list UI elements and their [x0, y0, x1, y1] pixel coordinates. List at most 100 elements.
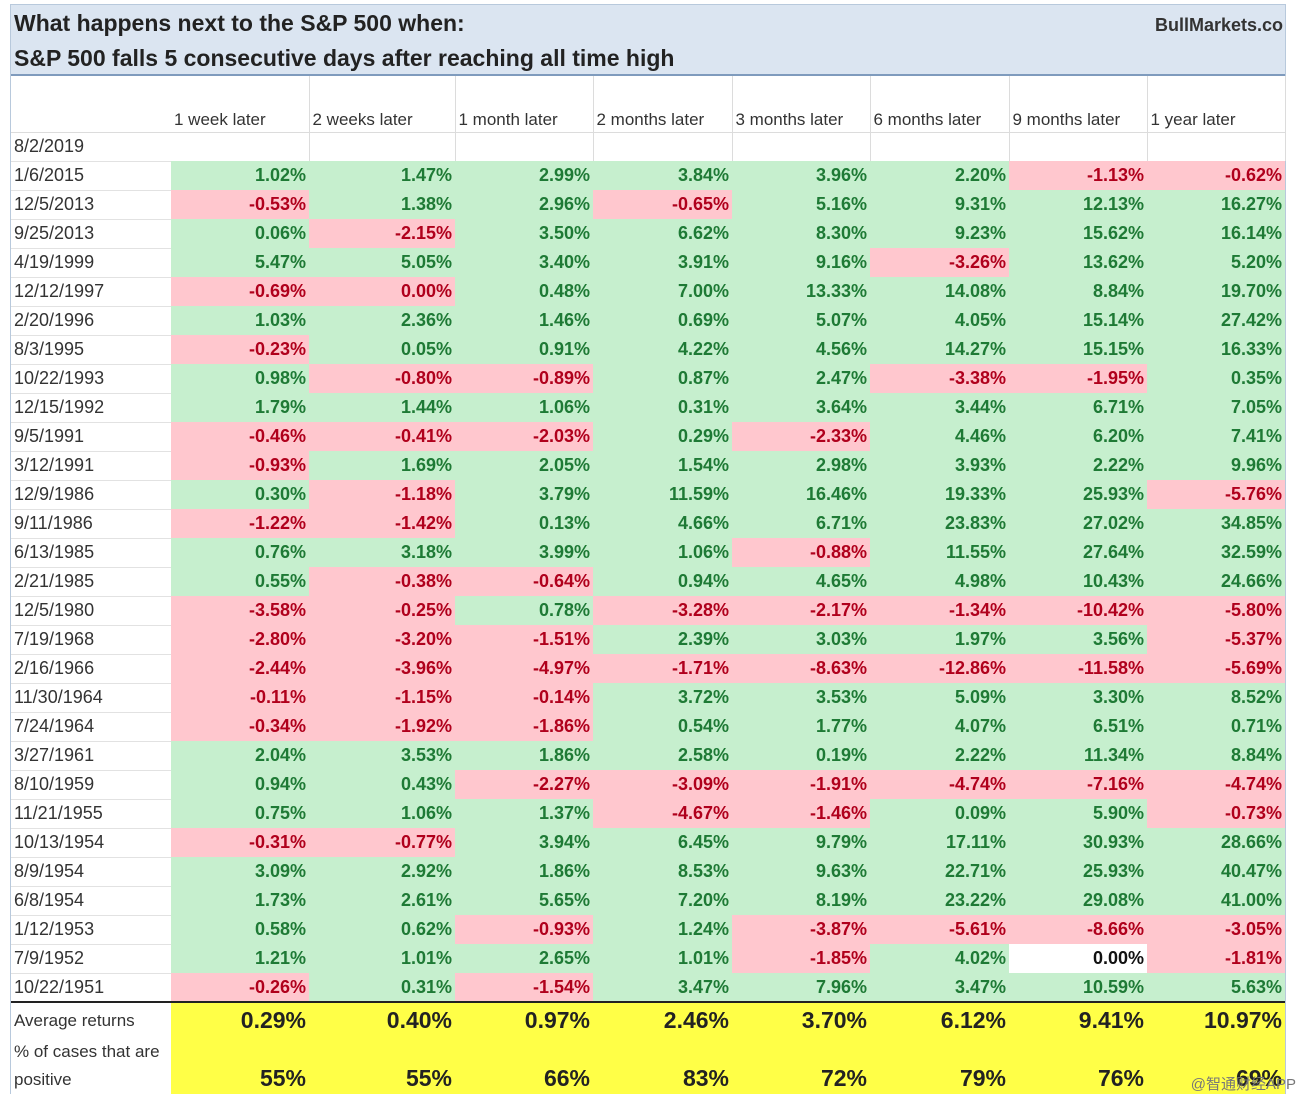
average-value: 0.40% — [309, 1001, 455, 1038]
return-cell: 14.27% — [870, 335, 1009, 364]
return-cell: 5.47% — [171, 248, 309, 277]
table-row: 8/10/1959 0.94% 0.43% -2.27% -3.09% -1.91% -4.… — [11, 770, 1285, 800]
return-cell — [732, 132, 871, 161]
return-cell: -1.22% — [171, 509, 309, 538]
return-cell: 3.18% — [309, 538, 455, 567]
return-cell: 1.73% — [171, 886, 309, 915]
return-cell: -0.80% — [309, 364, 455, 393]
row-date: 6/8/1954 — [11, 886, 171, 916]
return-cell: -2.33% — [732, 422, 870, 451]
return-cell: 0.54% — [593, 712, 732, 741]
return-cell: -1.54% — [455, 973, 593, 1002]
return-cell: 0.06% — [171, 219, 309, 248]
row-date: 8/10/1959 — [11, 770, 171, 800]
column-header: 2 months later — [593, 76, 733, 133]
return-cell: 5.16% — [732, 190, 870, 219]
return-cell: 4.22% — [593, 335, 732, 364]
return-cell: 0.09% — [870, 799, 1009, 828]
return-cell: 7.20% — [593, 886, 732, 915]
return-cell: 0.91% — [455, 335, 593, 364]
return-cell: 3.30% — [1009, 683, 1147, 712]
return-cell: -3.58% — [171, 596, 309, 625]
return-cell: 3.47% — [870, 973, 1009, 1002]
row-date: 12/9/1986 — [11, 480, 171, 510]
return-cell: -0.34% — [171, 712, 309, 741]
row-date: 2/21/1985 — [11, 567, 171, 597]
return-cell: -1.92% — [309, 712, 455, 741]
table-row: 3/27/1961 2.04% 3.53% 1.86% 2.58% 0.19% 2.22% 1… — [11, 741, 1285, 771]
return-cell: -0.25% — [309, 596, 455, 625]
return-cell: 4.02% — [870, 944, 1009, 973]
return-cell: 2.47% — [732, 364, 870, 393]
return-cell: 1.38% — [309, 190, 455, 219]
return-cell: 1.21% — [171, 944, 309, 973]
positive-pct-label: % of cases that are positive — [11, 1038, 171, 1094]
return-cell: -2.27% — [455, 770, 593, 799]
return-cell: 23.83% — [870, 509, 1009, 538]
return-cell: 3.47% — [593, 973, 732, 1002]
return-cell: -0.65% — [593, 190, 732, 219]
table-row: 10/22/1951 -0.26% 0.31% -1.54% 3.47% 7.96% 3.4… — [11, 973, 1285, 1003]
return-cell: 4.66% — [593, 509, 732, 538]
table-row: 2/21/1985 0.55% -0.38% -0.64% 0.94% 4.65% 4.98… — [11, 567, 1285, 597]
return-cell: -0.11% — [171, 683, 309, 712]
positive-pct-value: 55% — [309, 1038, 455, 1094]
return-cell: 0.29% — [593, 422, 732, 451]
row-date: 7/19/1968 — [11, 625, 171, 655]
table-row: 1/12/1953 0.58% 0.62% -0.93% 1.24% -3.87% -5.6… — [11, 915, 1285, 945]
return-cell: 1.01% — [309, 944, 455, 973]
return-cell: 0.76% — [171, 538, 309, 567]
row-date: 11/21/1955 — [11, 799, 171, 829]
table-row: 7/9/1952 1.21% 1.01% 2.65% 1.01% -1.85% 4.02% 0… — [11, 944, 1285, 974]
return-cell: 1.06% — [593, 538, 732, 567]
return-cell: -0.14% — [455, 683, 593, 712]
return-cell: -1.46% — [732, 799, 870, 828]
return-cell: 1.02% — [171, 161, 309, 190]
column-header: 1 month later — [455, 76, 594, 133]
table-row: 6/8/1954 1.73% 2.61% 5.65% 7.20% 8.19% 23.22% 2… — [11, 886, 1285, 916]
return-cell: 19.33% — [870, 480, 1009, 509]
return-cell: 1.69% — [309, 451, 455, 480]
return-cell: -4.74% — [870, 770, 1009, 799]
return-cell: 5.63% — [1147, 973, 1285, 1002]
column-header: 9 months later — [1009, 76, 1148, 133]
return-cell: 3.79% — [455, 480, 593, 509]
return-cell: -0.88% — [732, 538, 870, 567]
average-label: Average returns — [11, 1001, 171, 1038]
return-cell: 3.64% — [732, 393, 870, 422]
return-cell: 8.30% — [732, 219, 870, 248]
return-cell: 0.87% — [593, 364, 732, 393]
return-cell: 16.46% — [732, 480, 870, 509]
returns-table: 1 week later 2 weeks later 1 month later 2 … — [11, 76, 1286, 1094]
return-cell: -2.03% — [455, 422, 593, 451]
row-date: 8/9/1954 — [11, 857, 171, 887]
return-cell: 3.53% — [732, 683, 870, 712]
return-cell: 16.33% — [1147, 335, 1285, 364]
return-cell: 27.42% — [1147, 306, 1285, 335]
row-date: 3/12/1991 — [11, 451, 171, 481]
return-cell: -0.73% — [1147, 799, 1285, 828]
return-cell: 3.99% — [455, 538, 593, 567]
return-cell: 7.00% — [593, 277, 732, 306]
return-cell: 10.43% — [1009, 567, 1147, 596]
return-cell: -0.69% — [171, 277, 309, 306]
row-date: 11/30/1964 — [11, 683, 171, 713]
return-cell: 0.35% — [1147, 364, 1285, 393]
return-cell: 0.75% — [171, 799, 309, 828]
return-cell: -1.95% — [1009, 364, 1147, 393]
return-cell: 9.23% — [870, 219, 1009, 248]
average-row: Average returns 0.29% 0.40% 0.97% 2.46% 3.70%… — [11, 1001, 1285, 1038]
return-cell: -4.67% — [593, 799, 732, 828]
return-cell: -0.23% — [171, 335, 309, 364]
return-cell: 0.78% — [455, 596, 593, 625]
page-title: What happens next to the S&P 500 when: — [14, 10, 465, 36]
return-cell: 6.71% — [732, 509, 870, 538]
positive-pct-value: 83% — [593, 1038, 732, 1094]
return-cell: -0.31% — [171, 828, 309, 857]
table-row: 3/12/1991 -0.93% 1.69% 2.05% 1.54% 2.98% 3.93%… — [11, 451, 1285, 481]
return-cell: -1.91% — [732, 770, 870, 799]
return-cell: 2.96% — [455, 190, 593, 219]
table-row: 2/20/1996 1.03% 2.36% 1.46% 0.69% 5.07% 4.05% 1… — [11, 306, 1285, 336]
return-cell: 5.90% — [1009, 799, 1147, 828]
return-cell: -1.85% — [732, 944, 870, 973]
